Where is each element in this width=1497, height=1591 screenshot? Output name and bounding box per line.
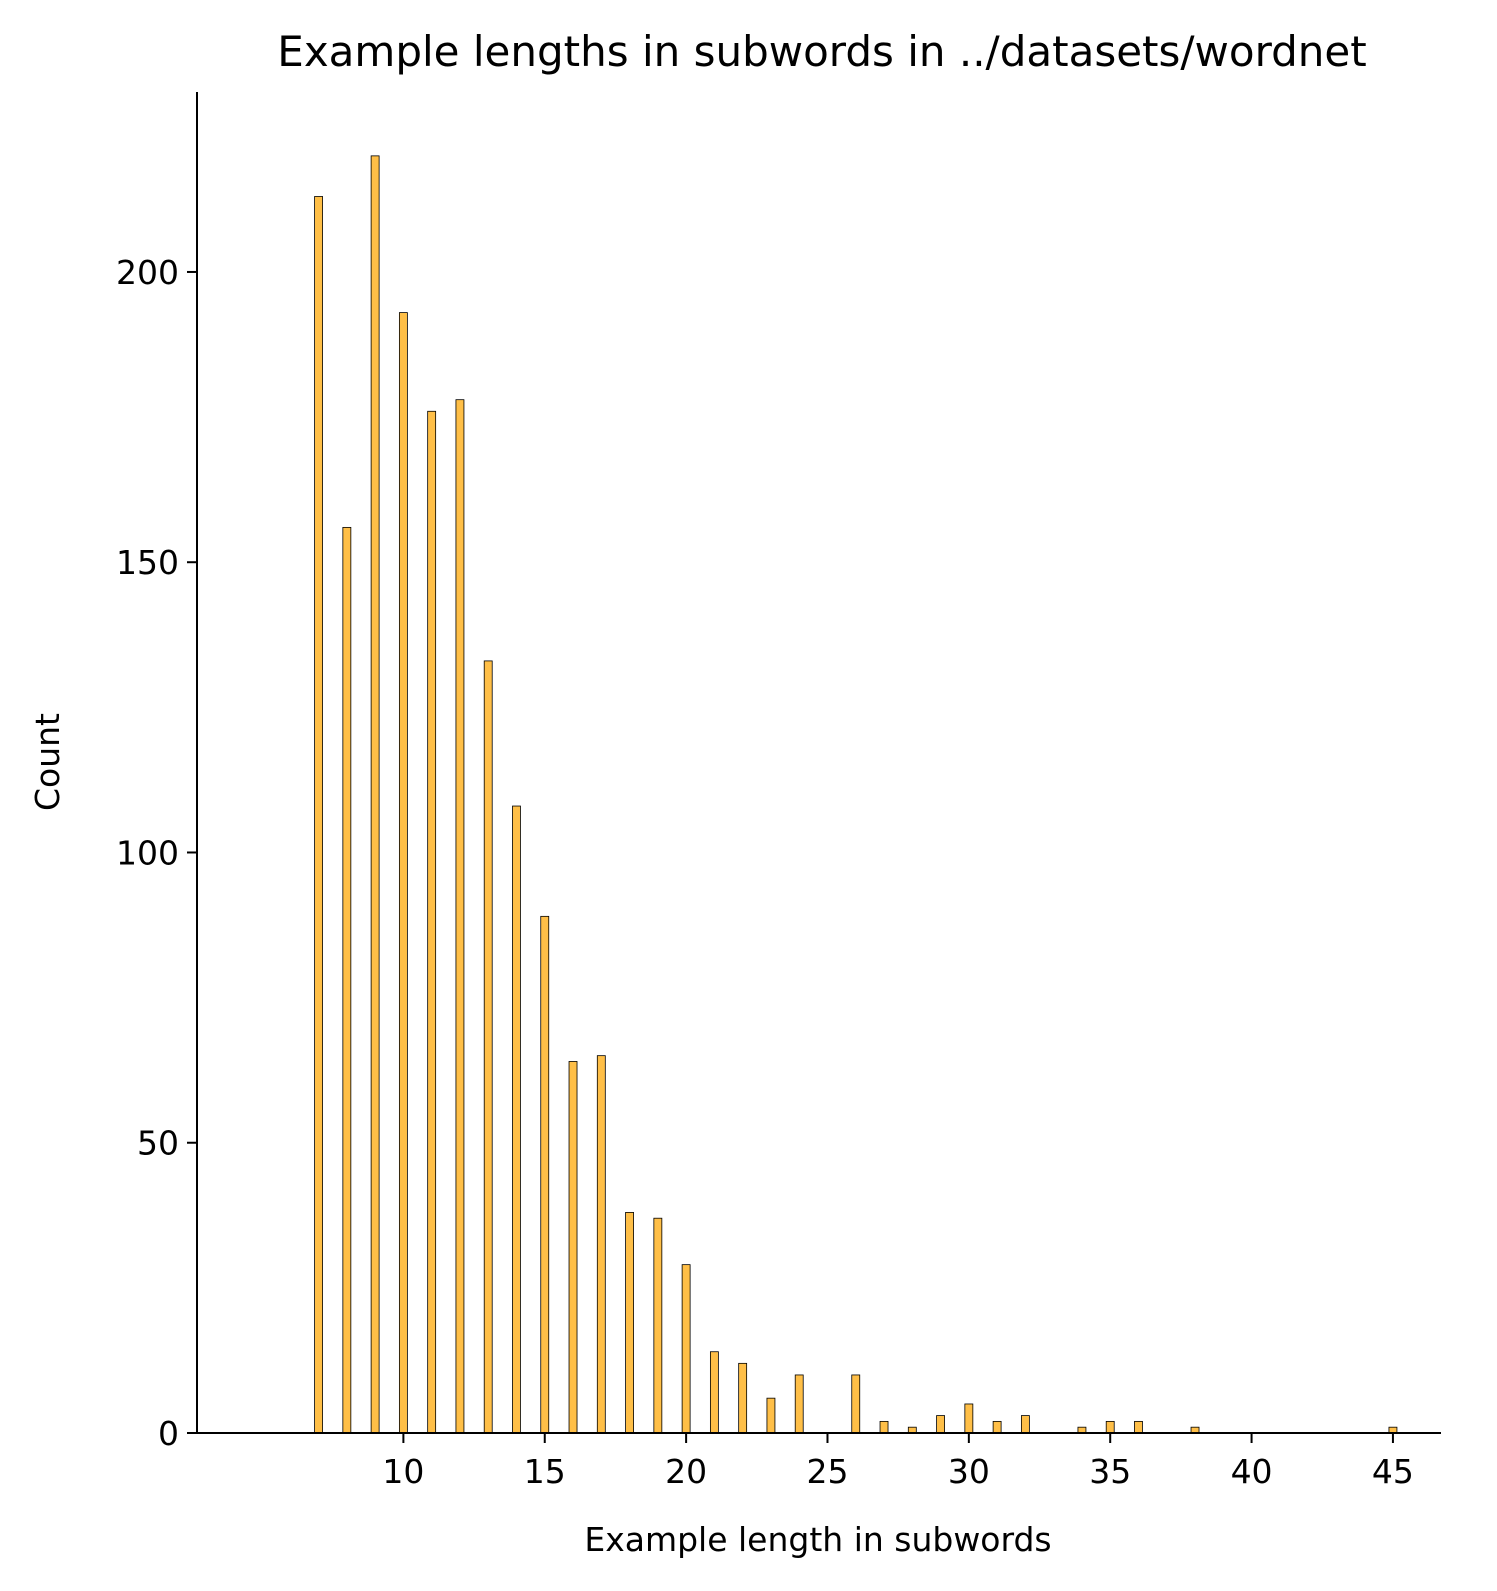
bar-7 [314, 196, 323, 1434]
x-tick-label-35: 35 [1089, 1452, 1131, 1491]
x-ticks-group: 10 15 20 25 30 35 40 45 [382, 1433, 1414, 1491]
bar-16 [568, 1061, 578, 1434]
bar-36 [1134, 1420, 1143, 1434]
bar-29 [936, 1415, 945, 1434]
bar-12 [455, 399, 465, 1434]
bar-26 [851, 1374, 861, 1434]
y-ticks-group: 0 50 100 150 200 [116, 253, 197, 1453]
x-tick-label-10: 10 [382, 1452, 424, 1491]
bar-13 [483, 660, 493, 1434]
x-tick-label-15: 15 [524, 1452, 566, 1491]
bar-19 [653, 1217, 663, 1434]
bar-23 [766, 1397, 776, 1434]
bar-31 [992, 1420, 1002, 1434]
x-axis-label: Example length in subwords [584, 1520, 1051, 1559]
bar-22 [738, 1362, 748, 1434]
x-tick-label-25: 25 [806, 1452, 848, 1491]
bar-14 [512, 805, 521, 1434]
bar-18 [625, 1212, 634, 1434]
bar-10 [398, 312, 408, 1434]
y-axis-label: Count [28, 713, 67, 811]
chart-title: Example lengths in subwords in ../datase… [277, 27, 1366, 76]
bar-20 [681, 1264, 691, 1434]
x-tick-label-30: 30 [948, 1452, 990, 1491]
y-tick-label-0: 0 [158, 1414, 179, 1453]
bar-30 [964, 1403, 974, 1434]
bar-15 [540, 915, 550, 1434]
y-tick-label-200: 200 [116, 253, 179, 292]
bar-24 [794, 1374, 804, 1434]
x-tick-label-40: 40 [1231, 1452, 1273, 1491]
y-tick-label-150: 150 [116, 543, 179, 582]
bar-21 [709, 1351, 719, 1434]
x-tick-label-45: 45 [1372, 1452, 1414, 1491]
bar-17 [596, 1055, 606, 1434]
x-tick-label-20: 20 [665, 1452, 707, 1491]
bar-32 [1020, 1415, 1030, 1434]
bars-group [314, 155, 1398, 1434]
bar-27 [879, 1420, 889, 1434]
bar-8 [342, 526, 352, 1434]
y-tick-label-50: 50 [137, 1124, 179, 1163]
bar-11 [427, 410, 437, 1434]
bar-35 [1105, 1420, 1115, 1434]
y-tick-label-100: 100 [116, 833, 179, 872]
bar-9 [370, 155, 380, 1434]
